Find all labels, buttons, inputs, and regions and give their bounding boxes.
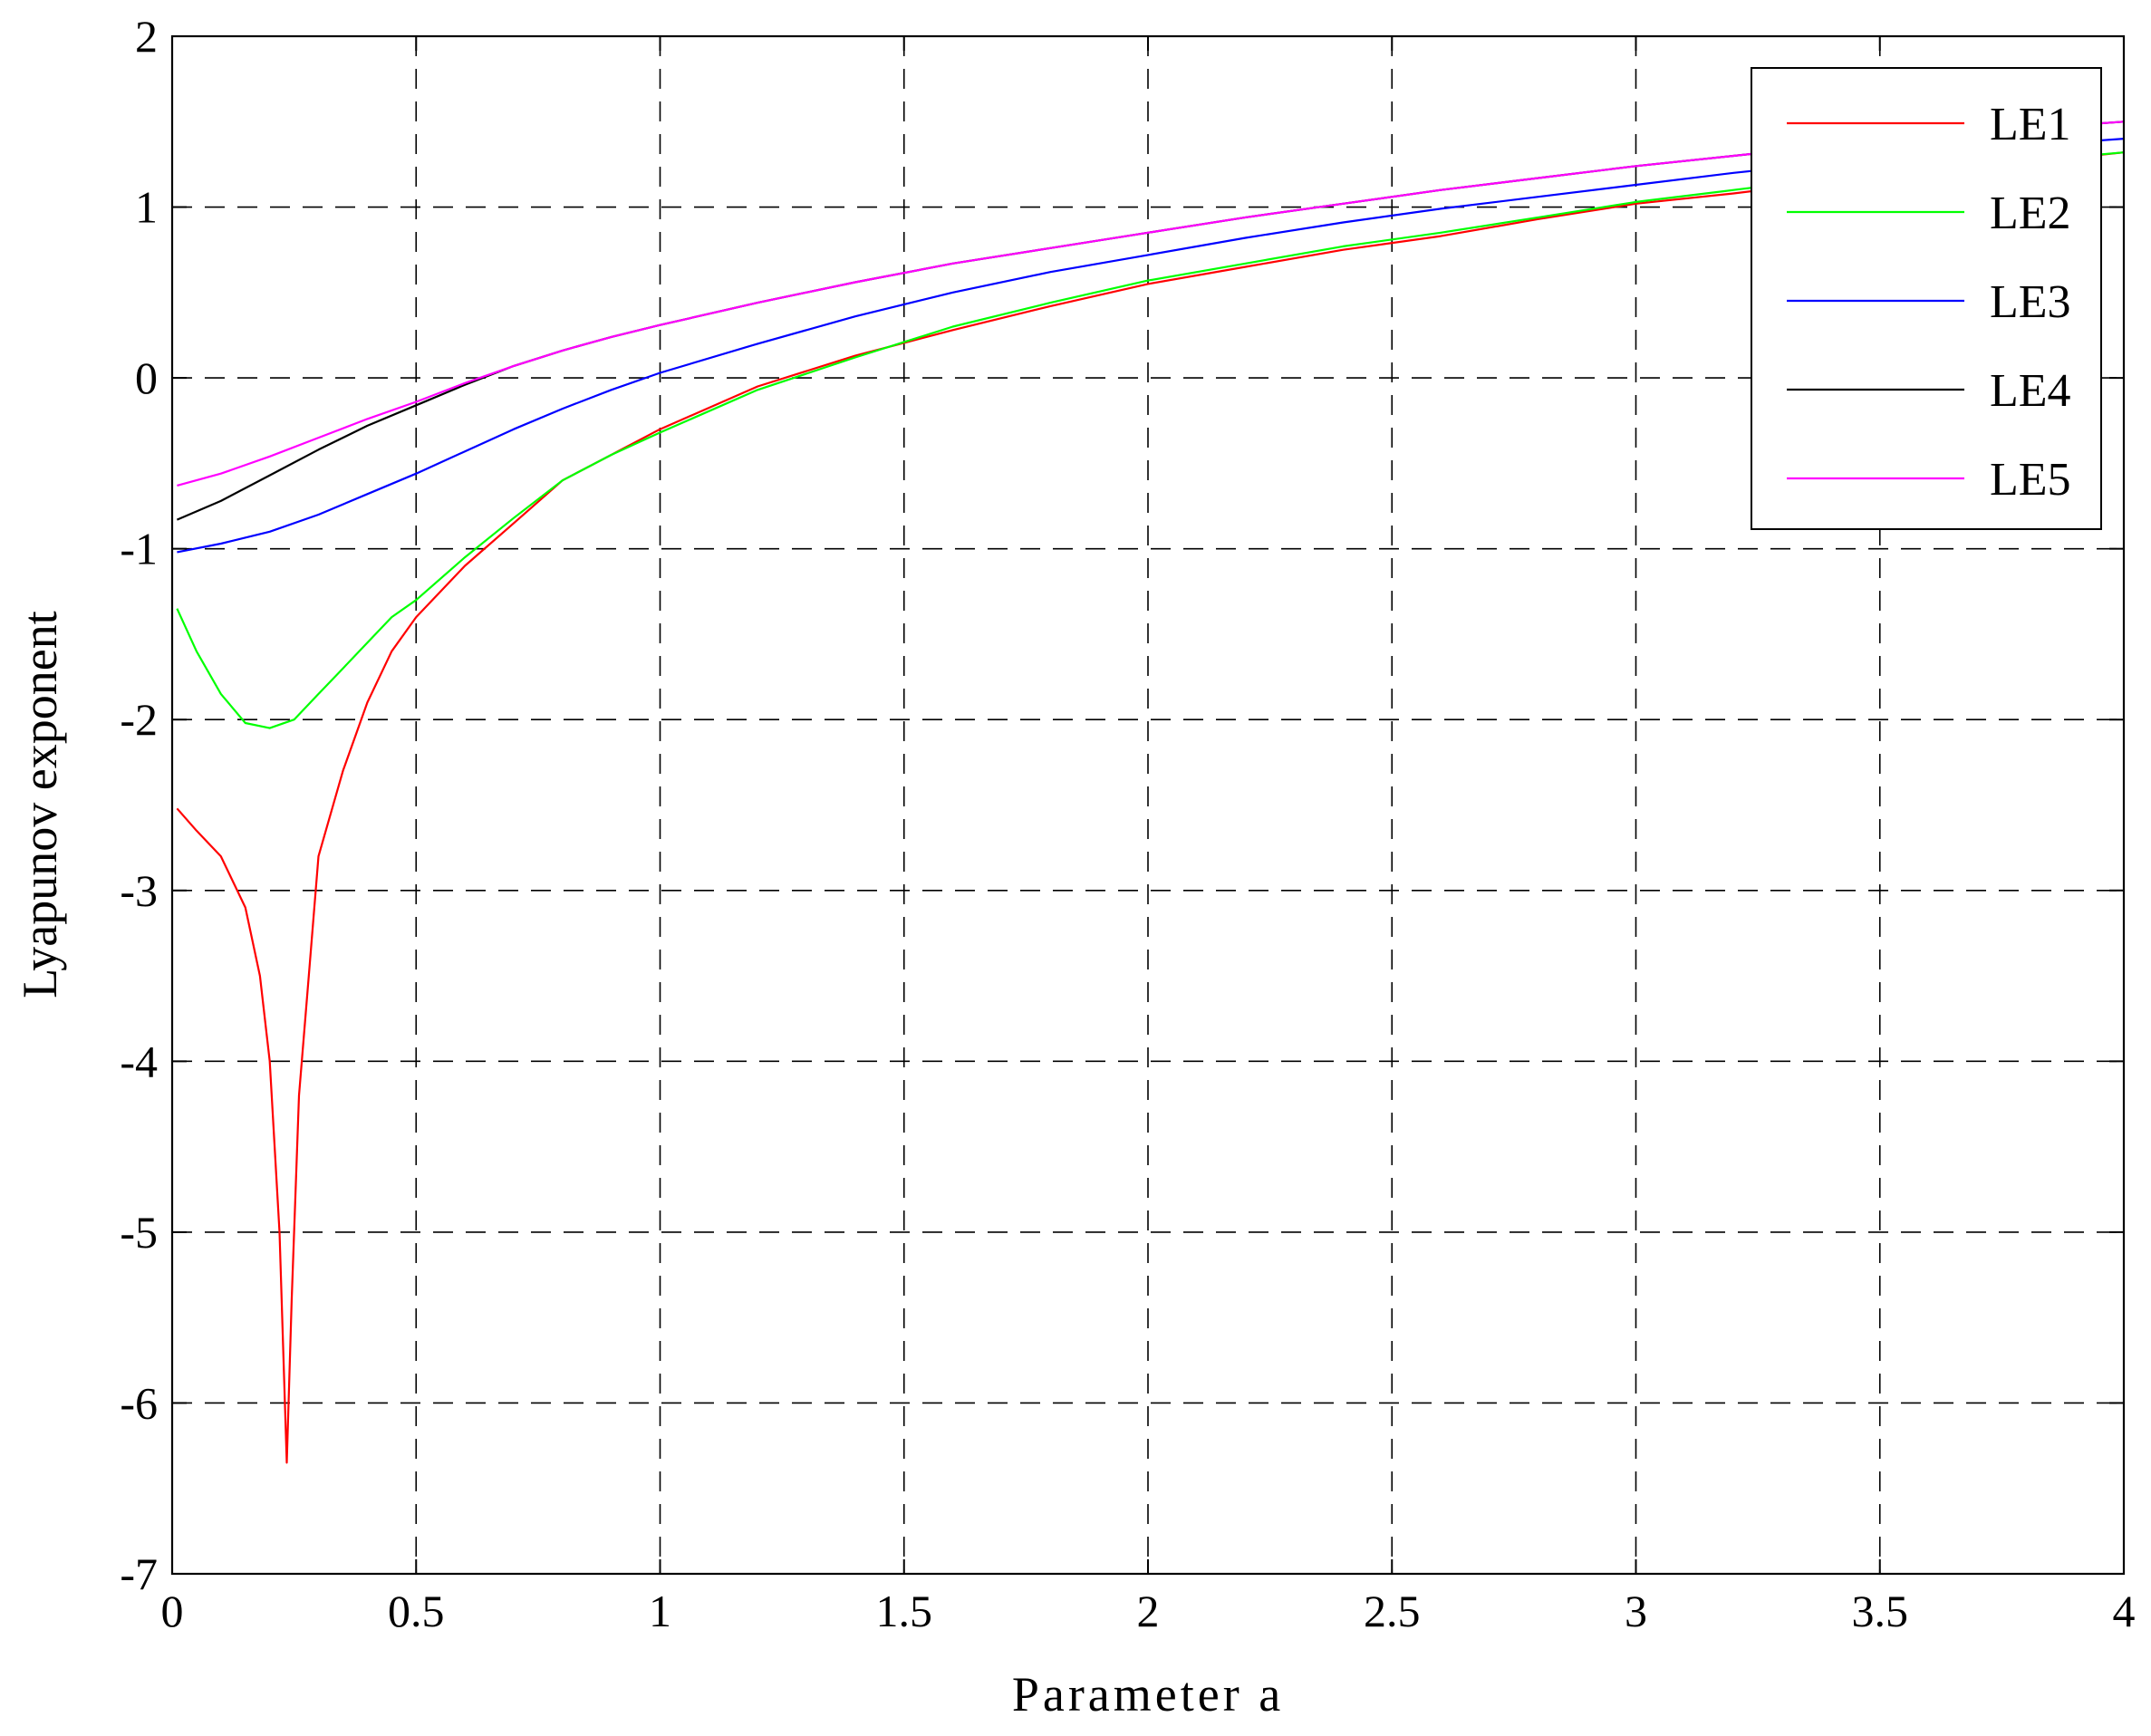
y-tick-label: 0: [135, 352, 158, 403]
y-axis-ticks: -7 -6 -5 -4 -3 -2 -1 0 1 2: [120, 11, 2124, 1599]
y-tick-label: -2: [120, 694, 158, 745]
legend-label-le3: LE3: [1990, 276, 2071, 328]
y-tick-label: -3: [120, 865, 158, 916]
y-axis-label: Lyapunov exponent: [13, 611, 67, 998]
series-line-le3: [177, 138, 2125, 554]
x-tick-label: 2.5: [1364, 1586, 1421, 1636]
series-line-le5: [177, 121, 2125, 487]
legend-box: [1751, 67, 2102, 530]
x-axis-label: Parameter a: [1012, 1667, 1284, 1722]
legend-label-le2: LE2: [1990, 188, 2071, 239]
legend-label-le5: LE5: [1990, 454, 2071, 506]
grid: [172, 36, 2124, 1574]
series-line-le1: [176, 151, 2125, 1464]
legend-label-le4: LE4: [1990, 365, 2071, 417]
y-tick-label: 1: [135, 182, 158, 233]
y-tick-label: 2: [135, 11, 158, 62]
y-tick-label: -6: [120, 1377, 158, 1428]
series-layer: [176, 121, 2125, 1464]
x-tick-label: 3.5: [1852, 1586, 1909, 1636]
x-tick-label: 4: [2113, 1586, 2136, 1636]
y-tick-label: -4: [120, 1036, 158, 1086]
x-axis-ticks: 0 0.5 1 1.5 2 2.5 3 3.5 4: [161, 36, 2136, 1636]
x-tick-label: 1.5: [876, 1586, 933, 1636]
x-tick-label: 2: [1137, 1586, 1160, 1636]
x-tick-label: 3: [1625, 1586, 1647, 1636]
y-tick-label: -5: [120, 1207, 158, 1258]
legend: LE1 LE2 LE3 LE4 LE5: [1751, 67, 2102, 530]
x-tick-label: 1: [649, 1586, 671, 1636]
y-tick-label: -7: [120, 1548, 158, 1599]
y-tick-label: -1: [120, 524, 158, 574]
legend-label-le1: LE1: [1990, 99, 2071, 150]
x-tick-label: 0.5: [388, 1586, 445, 1636]
series-line-le2: [176, 151, 2125, 729]
x-tick-label: 0: [161, 1586, 184, 1636]
